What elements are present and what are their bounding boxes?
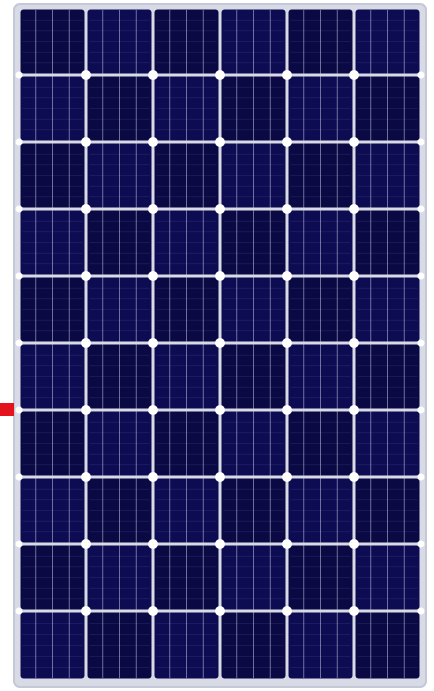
junction-dot bbox=[215, 204, 225, 214]
junction-dot bbox=[349, 606, 359, 616]
junction-dot bbox=[215, 137, 225, 147]
edge-junction-dot bbox=[15, 138, 23, 146]
junction-dot bbox=[215, 472, 225, 482]
junction-dot bbox=[81, 137, 91, 147]
edge-junction-dot bbox=[417, 473, 425, 481]
junction-dot bbox=[349, 137, 359, 147]
junction-dot bbox=[282, 472, 292, 482]
edge-junction-dot bbox=[15, 607, 23, 615]
red-marker bbox=[0, 403, 14, 416]
junction-dot bbox=[215, 405, 225, 415]
junction-dot bbox=[349, 70, 359, 80]
edge-junction-dot bbox=[15, 205, 23, 213]
junction-dot bbox=[81, 70, 91, 80]
junction-dot bbox=[215, 606, 225, 616]
edge-junction-dot bbox=[15, 473, 23, 481]
edge-junction-dot bbox=[417, 607, 425, 615]
edge-junction-dot bbox=[417, 138, 425, 146]
junction-dot bbox=[349, 338, 359, 348]
junction-dot bbox=[81, 204, 91, 214]
junction-dot bbox=[148, 606, 158, 616]
edge-junction-dot bbox=[417, 339, 425, 347]
junction-dot bbox=[282, 70, 292, 80]
junction-dot bbox=[81, 271, 91, 281]
junction-dot bbox=[148, 70, 158, 80]
junction-dot bbox=[282, 338, 292, 348]
edge-junction-dot bbox=[15, 406, 23, 414]
edge-junction-dot bbox=[15, 272, 23, 280]
junction-dot bbox=[81, 472, 91, 482]
busbar-lines bbox=[35, 10, 405, 678]
cell-junction-dots bbox=[15, 70, 425, 616]
junction-dot bbox=[148, 204, 158, 214]
junction-dot bbox=[215, 271, 225, 281]
junction-dot bbox=[81, 606, 91, 616]
junction-dot bbox=[215, 539, 225, 549]
junction-dot bbox=[349, 405, 359, 415]
junction-dot bbox=[282, 137, 292, 147]
edge-junction-dot bbox=[417, 540, 425, 548]
junction-dot bbox=[148, 271, 158, 281]
junction-dot bbox=[215, 338, 225, 348]
junction-dot bbox=[282, 405, 292, 415]
junction-dot bbox=[148, 539, 158, 549]
edge-junction-dot bbox=[417, 71, 425, 79]
edge-junction-dot bbox=[15, 71, 23, 79]
junction-dot bbox=[148, 137, 158, 147]
edge-junction-dot bbox=[15, 339, 23, 347]
junction-dot bbox=[282, 539, 292, 549]
junction-dot bbox=[282, 271, 292, 281]
junction-dot bbox=[81, 539, 91, 549]
edge-junction-dot bbox=[417, 272, 425, 280]
edge-junction-dot bbox=[417, 205, 425, 213]
junction-dot bbox=[349, 539, 359, 549]
junction-dot bbox=[81, 338, 91, 348]
junction-dot bbox=[349, 271, 359, 281]
junction-dot bbox=[349, 204, 359, 214]
junction-dot bbox=[148, 338, 158, 348]
edge-junction-dot bbox=[15, 540, 23, 548]
junction-dot bbox=[148, 405, 158, 415]
junction-dot bbox=[282, 204, 292, 214]
junction-dot bbox=[349, 472, 359, 482]
junction-dot bbox=[148, 472, 158, 482]
junction-dot bbox=[81, 405, 91, 415]
junction-dot bbox=[282, 606, 292, 616]
junction-dot bbox=[215, 70, 225, 80]
edge-junction-dot bbox=[417, 406, 425, 414]
